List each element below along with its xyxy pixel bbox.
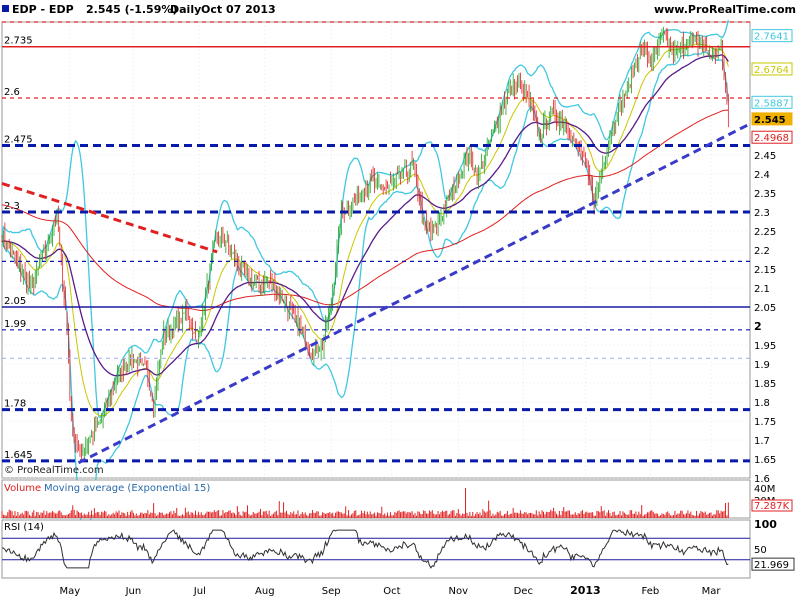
level-label: 2.475 <box>4 135 33 146</box>
price-tick-label: 2.2 <box>754 246 770 257</box>
value-tag-label: 2.5887 <box>754 98 789 109</box>
value-tag-label: 2.4968 <box>754 133 789 144</box>
ema200-line <box>1 109 729 312</box>
price-tick-label: 2.4 <box>754 170 770 181</box>
rsi-tick-label: 100 <box>754 518 777 531</box>
menu-icon[interactable] <box>2 5 9 12</box>
time-tick-label: Mar <box>702 586 722 597</box>
price-tick-label: 2.45 <box>754 151 776 162</box>
price-tick-label: 1.9 <box>754 360 770 371</box>
value-tag-box <box>751 95 793 109</box>
value-tag-box <box>751 29 793 43</box>
rsi-last-value: 21.969 <box>754 560 789 571</box>
time-tick-label: Jun <box>125 586 142 597</box>
value-tag: 2.6764 <box>751 62 793 76</box>
time-tick-label: Sep <box>322 586 341 597</box>
time-tick-label: Nov <box>449 586 469 597</box>
value-tag: 2.4968 <box>751 130 793 144</box>
level-label: 2.3 <box>4 201 20 212</box>
timeframe: Daily <box>170 3 201 16</box>
value-tag: 2.7641 <box>751 29 793 43</box>
watermark: © ProRealTime.com <box>4 465 104 476</box>
rsi-legend: RSI (14) <box>4 522 44 533</box>
volume-panel: Volume Moving average (Exponential 15) 40M… <box>1 479 793 519</box>
value-tag-box <box>751 112 793 126</box>
price-tick-label: 1.7 <box>754 436 770 447</box>
chart-header: EDP - EDP 2.545 (-1.59%) Daily Oct 07 20… <box>2 3 796 16</box>
volume-tag-box <box>751 499 793 512</box>
value-tag-box <box>751 62 793 76</box>
level-label: 2.6 <box>4 87 20 98</box>
time-tick-label: Jul <box>193 586 206 597</box>
price-tick-label: 1.75 <box>754 417 776 428</box>
volume-last-value: 7.287K <box>754 501 790 512</box>
value-tag-label: 2.7641 <box>754 32 789 43</box>
site-url: www.ProRealTime.com <box>654 3 796 16</box>
price-tick-label: 2.1 <box>754 284 770 295</box>
price-tick-label: 2.3 <box>754 208 770 219</box>
ema20-line <box>1 43 729 417</box>
price-tick-label: 1.65 <box>754 455 776 466</box>
time-tick-label: Dec <box>514 586 533 597</box>
level-label: 1.99 <box>4 319 26 330</box>
instrument-title: EDP - EDP <box>12 3 74 16</box>
value-tag: 2.545 <box>751 112 793 126</box>
rsi-tag-box <box>751 557 795 571</box>
chart-date: Oct 07 2013 <box>201 3 276 16</box>
price-tick-label: 2.35 <box>754 189 776 200</box>
price-tick-label: 1.85 <box>754 379 776 390</box>
time-axis: May Jun Jul Aug Sep Oct Nov Dec 2013 Feb Mar <box>60 584 722 597</box>
volume-legend-item: Volume <box>4 483 41 494</box>
price-panel: 2.45 2.4 2.35 2.3 2.25 2.2 2.15 2.1 2.05 2 1.95 1.9… <box>1 19 793 540</box>
value-tag-box <box>751 130 793 144</box>
level-label: 1.78 <box>4 399 26 410</box>
trend-line-resistance <box>1 182 218 254</box>
price-tick-label: 2.15 <box>754 265 776 276</box>
rsi-plot-area <box>1 519 751 579</box>
volume-plot-area <box>1 479 751 519</box>
last-price: 2.545 (-1.59%) <box>86 3 177 16</box>
price-tick-label: 1.95 <box>754 341 776 352</box>
price-tick-label: 2 <box>754 320 762 333</box>
rsi-tick-label: 50 <box>754 545 767 556</box>
rsi-line <box>1 528 729 569</box>
time-tick-label: Aug <box>255 586 275 597</box>
volume-tick-label: 40M <box>754 484 775 495</box>
value-tag-label: 2.545 <box>754 115 786 126</box>
time-tick-label: May <box>60 586 81 597</box>
level-label: 1.645 <box>4 450 33 461</box>
time-tick-label: Feb <box>642 586 660 597</box>
time-tick-label: Oct <box>383 586 400 597</box>
price-tick-label: 2.05 <box>754 303 776 314</box>
value-tag: 2.5887 <box>751 95 793 109</box>
level-label: 2.05 <box>4 296 26 307</box>
trend-line-support <box>77 123 750 465</box>
price-tick-label: 1.8 <box>754 398 770 409</box>
time-tick-label: 2013 <box>570 584 601 597</box>
price-tick-label: 2.25 <box>754 227 776 238</box>
bollinger-lower-line <box>1 51 729 540</box>
rsi-panel: RSI (14) 100 50 21.969 <box>1 518 795 579</box>
volume-legend-item: Moving average (Exponential 15) <box>44 483 210 494</box>
price-tick-label: 1.6 <box>754 474 770 485</box>
value-tag-label: 2.6764 <box>754 65 789 76</box>
level-label: 2.735 <box>4 36 33 47</box>
